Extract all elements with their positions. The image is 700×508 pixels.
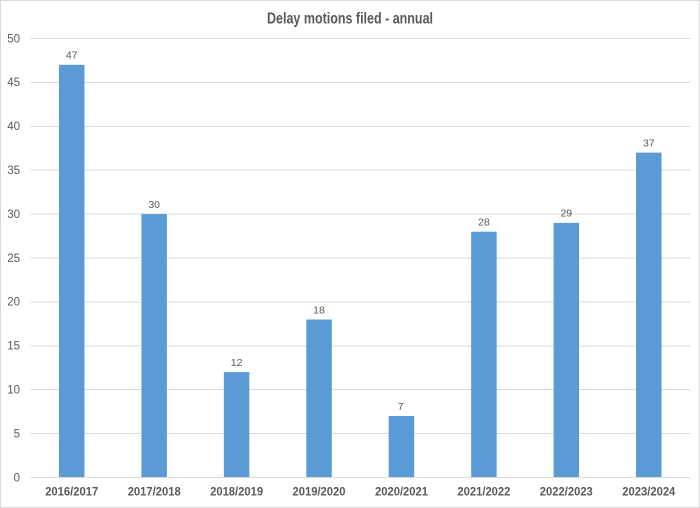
svg-text:2021/2022: 2021/2022 [457,485,510,499]
svg-text:5: 5 [14,428,20,440]
svg-text:0: 0 [14,472,20,484]
svg-text:7: 7 [398,401,404,413]
svg-text:2016/2017: 2016/2017 [45,485,98,499]
svg-text:15: 15 [7,341,20,353]
svg-text:47: 47 [66,50,78,62]
svg-text:35: 35 [7,165,20,177]
svg-text:2017/2018: 2017/2018 [128,485,181,499]
svg-text:Delay motions filed - annual: Delay motions filed - annual [267,10,433,27]
svg-text:28: 28 [478,217,490,229]
svg-text:2020/2021: 2020/2021 [375,485,428,499]
svg-text:30: 30 [148,199,160,211]
svg-text:29: 29 [560,208,572,220]
svg-text:2023/2024: 2023/2024 [622,485,675,499]
svg-text:12: 12 [231,357,243,369]
svg-text:18: 18 [313,304,325,316]
svg-text:30: 30 [7,209,20,221]
svg-text:2022/2023: 2022/2023 [540,485,593,499]
svg-text:25: 25 [7,253,20,265]
svg-text:2019/2020: 2019/2020 [293,485,346,499]
svg-text:45: 45 [7,77,20,89]
svg-text:2018/2019: 2018/2019 [210,485,263,499]
svg-text:40: 40 [7,121,20,133]
svg-text:37: 37 [643,137,655,149]
svg-text:10: 10 [7,385,20,397]
svg-text:20: 20 [7,297,20,309]
svg-text:50: 50 [7,33,20,45]
